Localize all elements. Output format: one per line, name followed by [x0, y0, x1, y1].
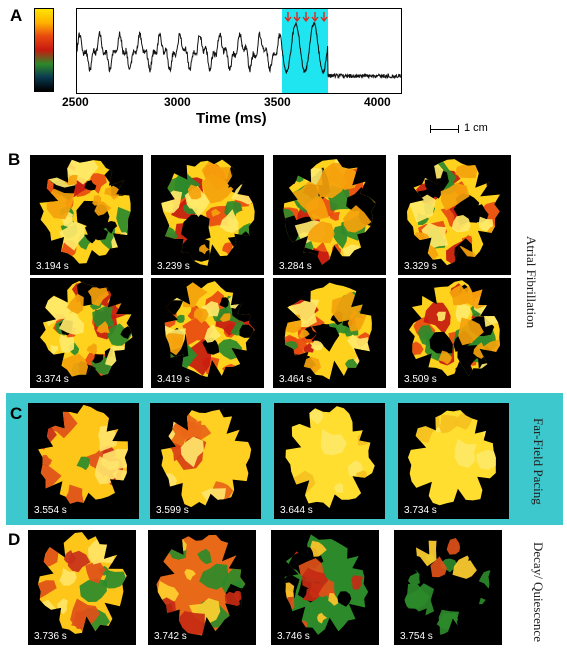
activation-map-frame: 3.644 s [274, 403, 385, 519]
activation-map-svg [164, 281, 255, 378]
activation-arrow [311, 12, 319, 23]
activation-map-frame: 3.239 s [151, 155, 264, 275]
tissue-map [161, 159, 255, 266]
activation-map-svg [404, 534, 492, 636]
activation-map-frame: 3.742 s [148, 530, 256, 645]
xtick-4000: 4000 [364, 95, 391, 109]
xtick-2500: 2500 [62, 95, 89, 109]
activation-map-svg [407, 159, 500, 266]
frame-time-label: 3.194 s [36, 261, 69, 272]
activation-map-svg [285, 406, 375, 509]
activation-map-frame: 3.509 s [398, 278, 511, 388]
tissue-map [164, 281, 255, 378]
tissue-map [407, 159, 500, 266]
activation-map-svg [284, 534, 369, 635]
frame-time-label: 3.736 s [34, 631, 67, 642]
activation-map-frame: 3.754 s [394, 530, 502, 645]
frame-time-label: 3.734 s [404, 505, 437, 516]
panel-label-c: C [10, 404, 23, 423]
side-label-atrial-fibrillation: Atrial Fibrillation [524, 235, 539, 329]
frame-time-label: 3.644 s [280, 505, 313, 516]
tissue-map [408, 410, 496, 506]
panel-label-d: D [8, 530, 21, 549]
tissue-map [161, 409, 252, 508]
panel-label-b: B [8, 150, 21, 169]
scale-bar-tick-left [430, 125, 431, 133]
activation-map-frame: 3.464 s [273, 278, 386, 388]
tissue-map [283, 159, 376, 265]
frame-time-label: 3.374 s [36, 374, 69, 385]
frame-time-label: 3.746 s [277, 631, 310, 642]
scale-bar-label: 1 cm [464, 122, 488, 134]
activation-map-svg [39, 159, 131, 264]
activation-arrow [284, 12, 292, 23]
activation-arrow [320, 12, 328, 23]
activation-map-frame: 3.599 s [150, 403, 261, 519]
tissue-map [156, 534, 246, 636]
trace-svg [75, 8, 403, 94]
colorbar [34, 8, 54, 92]
activation-map-svg [38, 404, 129, 504]
side-label-far-field-pacing: Far-Field Pacing [531, 417, 546, 505]
tissue-map [39, 159, 131, 264]
frame-time-label: 3.419 s [157, 374, 190, 385]
frame-time-label: 3.754 s [400, 631, 433, 642]
activation-map-frame: 3.194 s [30, 155, 143, 275]
frame-time-label: 3.284 s [279, 261, 312, 272]
activation-map-frame: 3.746 s [271, 530, 379, 645]
activation-map-frame: 3.329 s [398, 155, 511, 275]
activation-map-svg [408, 410, 496, 506]
tissue-map [38, 532, 127, 634]
tissue-map [409, 280, 500, 377]
xtick-3500: 3500 [264, 95, 291, 109]
frame-time-label: 3.239 s [157, 261, 190, 272]
activation-map-frame: 3.736 s [28, 530, 136, 645]
activation-map-svg [40, 281, 133, 377]
frame-time-label: 3.329 s [404, 261, 437, 272]
scale-bar-tick-right [458, 125, 459, 133]
trace-plot [75, 8, 403, 94]
tissue-map [284, 534, 369, 635]
frame-time-label: 3.464 s [279, 374, 312, 385]
frame-time-label: 3.599 s [156, 505, 189, 516]
side-label-decay-quiescence: Decay/ Quiescence [531, 542, 546, 642]
tissue-map [404, 534, 492, 636]
xtick-3000: 3000 [164, 95, 191, 109]
panel-label-a: A [10, 6, 23, 25]
activation-map-svg [284, 282, 372, 380]
tissue-map [38, 404, 129, 504]
activation-map-frame: 3.284 s [273, 155, 386, 275]
tissue-map [285, 406, 375, 509]
plot-frame [76, 8, 402, 94]
trace-line [75, 21, 403, 80]
activation-map-frame: 3.374 s [30, 278, 143, 388]
activation-map-frame: 3.419 s [151, 278, 264, 388]
activation-map-svg [161, 159, 255, 266]
frame-time-label: 3.554 s [34, 505, 67, 516]
activation-map-svg [283, 159, 376, 265]
activation-map-svg [409, 280, 500, 377]
tissue-map [284, 282, 372, 380]
activation-map-frame: 3.734 s [398, 403, 509, 519]
activation-arrow [302, 12, 310, 23]
x-axis-label: Time (ms) [196, 110, 267, 127]
frame-time-label: 3.742 s [154, 631, 187, 642]
activation-map-svg [161, 409, 252, 508]
activation-map-svg [38, 532, 127, 634]
activation-arrow [293, 12, 301, 23]
pacing-window-highlight [282, 8, 328, 94]
activation-map-frame: 3.554 s [28, 403, 139, 519]
frame-time-label: 3.509 s [404, 374, 437, 385]
activation-map-svg [156, 534, 246, 636]
scale-bar [430, 129, 458, 130]
tissue-map [40, 281, 133, 377]
